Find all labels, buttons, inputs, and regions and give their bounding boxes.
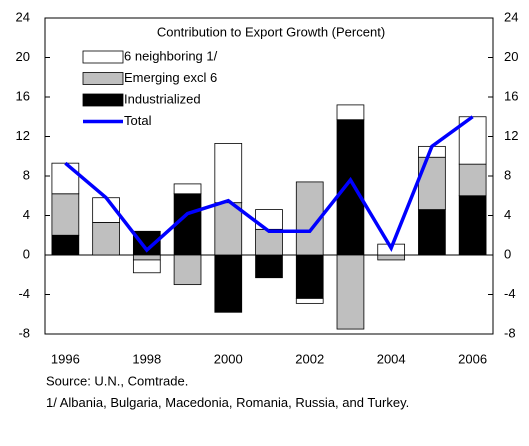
x-tick-label: 2000 bbox=[214, 351, 243, 366]
bar bbox=[51, 193, 80, 236]
bar bbox=[418, 209, 446, 256]
x-tick-label: 1998 bbox=[132, 351, 161, 366]
y-tick-label: -4 bbox=[18, 286, 30, 301]
bar bbox=[51, 234, 80, 256]
y-tick-label: 0 bbox=[23, 246, 30, 261]
bar bbox=[458, 195, 487, 256]
y2-tick-label: 24 bbox=[504, 9, 518, 24]
legend-swatch bbox=[82, 93, 124, 107]
legend-label: Total bbox=[124, 113, 152, 128]
y-tick-label: 16 bbox=[16, 88, 30, 103]
line bbox=[64, 115, 474, 253]
x-tick-label: 2004 bbox=[377, 351, 406, 366]
bar bbox=[255, 228, 283, 256]
bar bbox=[173, 254, 202, 286]
bar bbox=[336, 254, 365, 330]
bar bbox=[295, 298, 324, 304]
bar bbox=[132, 254, 161, 261]
bar bbox=[336, 104, 365, 121]
y-tick-label: 20 bbox=[16, 49, 30, 64]
note: 1/ Albania, Bulgaria, Macedonia, Romania… bbox=[46, 395, 410, 410]
bar bbox=[51, 162, 80, 195]
y2-tick-label: 20 bbox=[504, 49, 518, 64]
bar bbox=[377, 254, 406, 261]
bar bbox=[336, 119, 365, 256]
bar bbox=[418, 156, 446, 210]
bar bbox=[295, 254, 324, 299]
legend-label: Emerging excl 6 bbox=[124, 70, 217, 85]
bar bbox=[458, 163, 487, 197]
legend-swatch bbox=[82, 50, 124, 64]
note-box: 1/ Albania, Bulgaria, Macedonia, Romania… bbox=[46, 395, 410, 410]
bar bbox=[214, 143, 243, 204]
source: Source: U.N., Comtrade. bbox=[46, 373, 188, 388]
bar bbox=[214, 254, 243, 313]
y-tick-label: 24 bbox=[16, 9, 30, 24]
x-tick-label: 1996 bbox=[51, 351, 80, 366]
legend-label: Industrialized bbox=[124, 91, 201, 106]
y2-tick-label: 4 bbox=[504, 207, 511, 222]
y2-tick-label: 8 bbox=[504, 167, 511, 182]
y2-tick-label: 16 bbox=[504, 88, 518, 103]
bar bbox=[173, 183, 202, 195]
chart-title: Contribution to Export Growth (Percent) bbox=[157, 24, 385, 39]
y-tick-label: -8 bbox=[18, 325, 30, 340]
x-tick-label: 2006 bbox=[458, 351, 487, 366]
y2-tick-label: 0 bbox=[504, 246, 511, 261]
bar bbox=[214, 202, 243, 256]
y-tick-label: 12 bbox=[16, 128, 30, 143]
y2-tick-label: -4 bbox=[504, 286, 516, 301]
y2-tick-label: -8 bbox=[504, 325, 516, 340]
legend-swatch bbox=[82, 72, 124, 85]
legend-label: 6 neighboring 1/ bbox=[124, 48, 218, 63]
y2-tick-label: 12 bbox=[504, 128, 518, 143]
y-tick-label: 4 bbox=[23, 207, 30, 222]
bar bbox=[132, 259, 161, 274]
bar bbox=[173, 193, 202, 256]
x-tick-label: 2002 bbox=[295, 351, 324, 366]
y-tick-label: 8 bbox=[23, 167, 30, 182]
bar bbox=[255, 254, 283, 279]
bar bbox=[92, 222, 120, 256]
